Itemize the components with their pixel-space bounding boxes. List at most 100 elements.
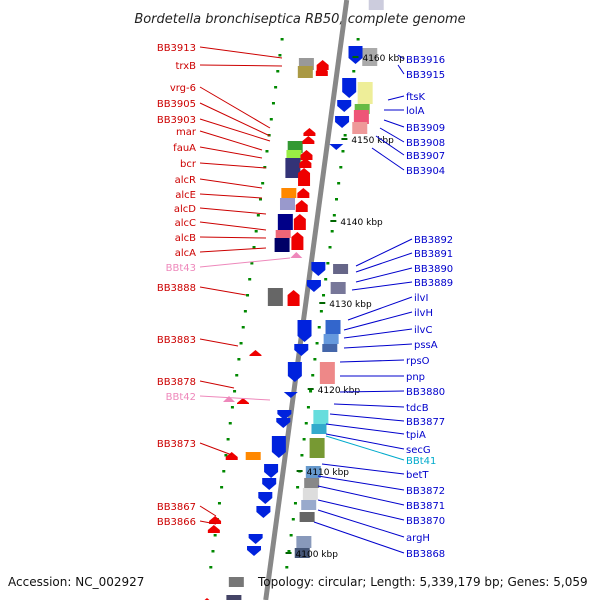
gene-arrow-forward	[315, 66, 328, 76]
right-leader-line	[317, 509, 405, 538]
tick-track-right-tick	[293, 502, 297, 505]
left-gene-label: alcB	[175, 233, 196, 244]
tick-track-left-tick	[217, 502, 221, 505]
tick-track-left-tick	[230, 406, 234, 409]
tick-track-left-tick	[246, 294, 250, 297]
right-gene-label: BB3904	[406, 166, 445, 177]
gene-box	[226, 595, 242, 603]
tick-track-left-tick	[222, 470, 226, 473]
tick-track-right-tick	[324, 278, 328, 281]
left-leader-line	[199, 442, 233, 456]
tick-track-right-tick	[343, 134, 347, 137]
left-leader-line	[199, 46, 283, 59]
gene-box	[301, 500, 317, 510]
gene-arrow-reverse	[348, 46, 363, 64]
gene-arrow-reverse	[342, 78, 357, 98]
tick-track-left-tick	[209, 566, 213, 569]
left-gene-label: mar	[176, 127, 197, 138]
gene-arrow-forward	[293, 214, 306, 230]
gene-arrow-reverse	[335, 116, 350, 128]
gene-box	[304, 478, 320, 488]
tick-track-left-tick	[269, 118, 273, 121]
right-gene-label: secG	[406, 445, 431, 456]
left-gene-label: BB3873	[157, 439, 196, 450]
gene-box	[352, 122, 368, 134]
gene-arrow-reverse	[306, 280, 321, 292]
left-gene-label: BBt43	[166, 263, 196, 274]
tick-track-right-tick	[287, 550, 291, 553]
label-layer: 4160 kbp 4150 kbp 4140 kbp 4130 kbp 4120 kbp…	[157, 43, 453, 560]
right-gene-label: BB3908	[406, 138, 445, 149]
tick-track-left-tick	[213, 534, 217, 537]
tick-track-right-tick	[337, 182, 341, 185]
right-leader-line	[317, 475, 405, 491]
right-gene-label: BB3868	[406, 549, 445, 560]
tick-track-left-tick	[271, 102, 275, 105]
tick-track-left-tick	[235, 374, 239, 377]
tick-track-left-tick	[243, 310, 247, 313]
tick-track-left-tick	[237, 358, 241, 361]
right-leader-line	[329, 413, 405, 422]
right-leader-line	[343, 328, 413, 339]
right-leader-line	[383, 119, 405, 128]
tick-track-right-tick	[304, 422, 308, 425]
right-gene-label: ilvI	[414, 293, 428, 304]
tick-track-left-tick	[241, 326, 245, 329]
right-leader-line	[339, 359, 405, 363]
tick-track-left-tick	[211, 550, 215, 553]
gene-box	[325, 320, 341, 334]
gene-box	[277, 214, 293, 230]
left-gene-label: alcE	[175, 190, 196, 201]
gene-box	[296, 536, 312, 548]
gene-arrow-reverse	[276, 418, 291, 428]
right-gene-label: BB3880	[406, 387, 445, 398]
left-leader-line	[199, 86, 271, 129]
tick-track-left-tick	[254, 230, 258, 233]
tick-track-left-tick	[250, 262, 254, 265]
gene-arrow-reverse	[277, 410, 292, 420]
tick-track-left-tick	[248, 278, 252, 281]
gene-box	[330, 282, 346, 294]
left-gene-label: trxB	[175, 61, 196, 72]
left-gene-label: fauA	[173, 143, 196, 154]
tick-track-right-tick	[330, 230, 334, 233]
right-leader-line	[325, 435, 405, 461]
tick-track-left-tick	[278, 54, 282, 57]
genome-backbone	[263, 0, 350, 601]
gene-box	[267, 288, 283, 306]
tick-track-right-tick	[300, 454, 304, 457]
left-leader-line	[199, 162, 267, 169]
gene-box	[362, 48, 378, 66]
feature-layer	[200, 0, 384, 603]
tick-track-right-tick	[326, 262, 330, 265]
left-leader-line	[199, 520, 217, 525]
left-leader-line	[199, 505, 217, 517]
tick-track-left-tick	[233, 390, 237, 393]
left-leader-line	[199, 338, 239, 347]
gene-box	[275, 230, 291, 238]
left-leader-line	[199, 146, 263, 159]
tick-track-left-tick	[239, 342, 243, 345]
right-gene-label: BB3909	[406, 123, 445, 134]
right-leader-line	[371, 147, 405, 171]
tick-track-right-tick	[341, 150, 345, 153]
left-leader-line	[199, 286, 247, 296]
right-leader-line	[375, 135, 405, 156]
gene-arrow-reverse	[294, 344, 309, 356]
right-gene-label: BB3877	[406, 417, 445, 428]
tick-track-left-tick	[261, 182, 265, 185]
gene-box	[353, 110, 369, 124]
left-gene-label: alcD	[174, 204, 196, 215]
right-gene-label: tdcB	[406, 403, 429, 414]
gene-arrow-forward	[249, 350, 262, 356]
left-gene-label: vrg-6	[170, 83, 196, 94]
tick-track-right-tick	[289, 534, 293, 537]
gene-arrow-forward	[299, 158, 312, 168]
left-leader-line	[199, 257, 291, 268]
gene-box	[322, 344, 338, 352]
left-gene-label: alcR	[175, 175, 196, 186]
gene-arrow-reverse	[283, 392, 298, 398]
right-leader-line	[333, 403, 405, 408]
right-leader-line	[343, 311, 413, 331]
right-leader-line	[355, 238, 413, 267]
